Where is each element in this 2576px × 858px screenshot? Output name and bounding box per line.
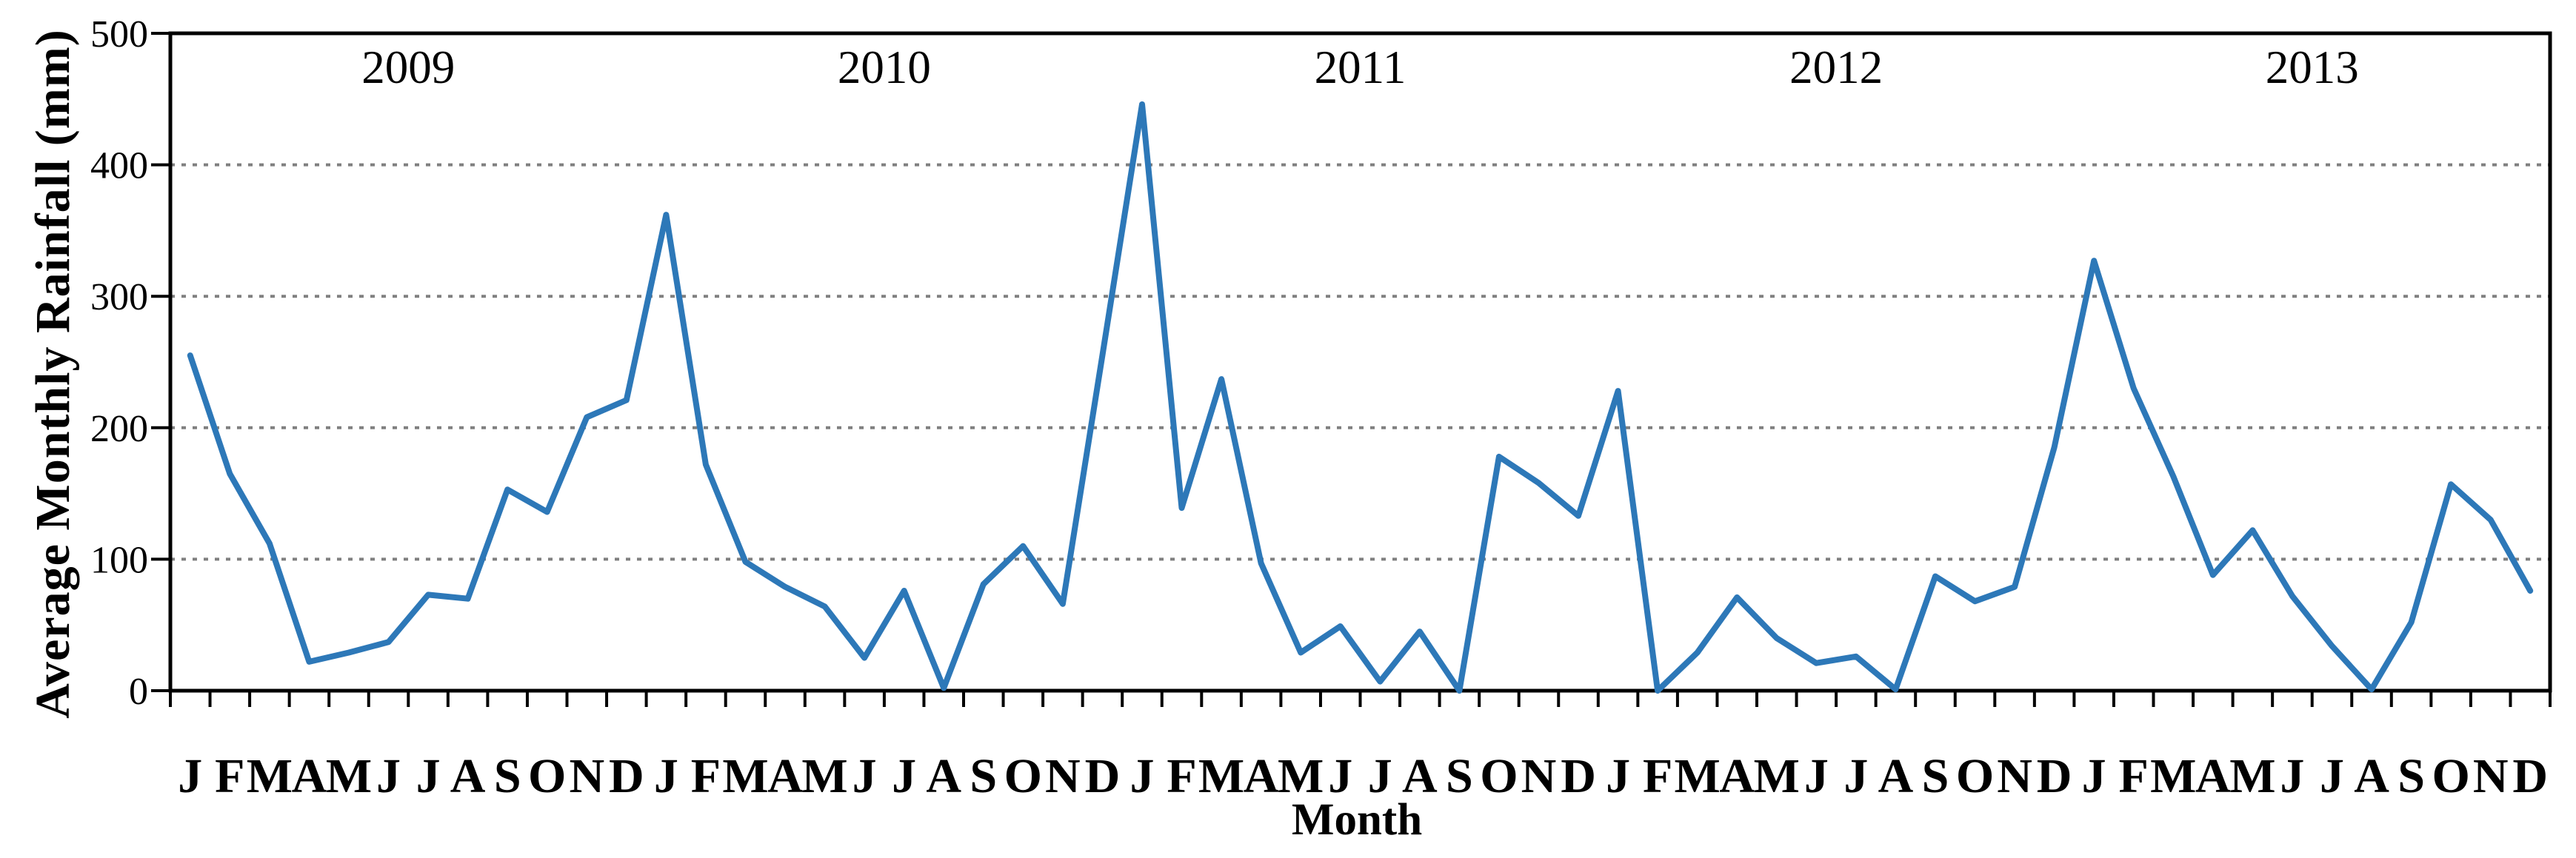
month-label: D: [2037, 749, 2072, 803]
x-axis-title: Month: [1291, 795, 1423, 845]
month-label: J: [852, 749, 877, 803]
month-label: M: [2150, 749, 2196, 803]
month-label: A: [1878, 749, 1914, 803]
month-label: A: [2195, 749, 2231, 803]
month-label: N: [569, 749, 604, 803]
month-label: A: [2354, 749, 2389, 803]
month-label: A: [1244, 749, 1279, 803]
month-label: F: [691, 749, 721, 803]
month-label: J: [376, 749, 401, 803]
month-label: S: [970, 749, 997, 803]
month-label: A: [926, 749, 961, 803]
month-label: N: [1521, 749, 1557, 803]
month-label: J: [2280, 749, 2304, 803]
month-label: O: [528, 749, 566, 803]
month-label: M: [1198, 749, 1244, 803]
month-label: N: [2473, 749, 2509, 803]
plot-border: [168, 31, 2552, 693]
month-label: D: [1085, 749, 1121, 803]
month-label: A: [450, 749, 486, 803]
month-label: J: [1368, 749, 1392, 803]
month-label: M: [1754, 749, 1800, 803]
month-label: M: [2229, 749, 2275, 803]
month-label: A: [767, 749, 803, 803]
month-label: D: [609, 749, 644, 803]
month-label: A: [292, 749, 327, 803]
y-tick-label: 500: [90, 13, 148, 56]
month-label: S: [1446, 749, 1473, 803]
month-label: O: [1004, 749, 1042, 803]
month-label: O: [1956, 749, 1994, 803]
month-label: J: [1843, 749, 1868, 803]
month-label: J: [1804, 749, 1829, 803]
month-label: M: [247, 749, 293, 803]
month-label: S: [2398, 749, 2425, 803]
month-label: M: [326, 749, 372, 803]
year-label: 2012: [1789, 41, 1883, 93]
month-label: J: [654, 749, 678, 803]
month-label: S: [494, 749, 521, 803]
month-label: A: [1402, 749, 1438, 803]
year-label: 2010: [838, 41, 931, 93]
month-label: J: [1328, 749, 1352, 803]
y-tick-label: 300: [90, 276, 148, 318]
month-label: F: [215, 749, 244, 803]
year-label: 2011: [1315, 41, 1407, 93]
month-label: M: [1278, 749, 1324, 803]
month-label: F: [1167, 749, 1196, 803]
month-label: J: [178, 749, 202, 803]
year-label: 2013: [2266, 41, 2359, 93]
month-label: O: [2432, 749, 2469, 803]
month-label: J: [416, 749, 441, 803]
month-label: J: [892, 749, 916, 803]
month-label: M: [722, 749, 768, 803]
month-label: F: [1643, 749, 1672, 803]
month-label: M: [1675, 749, 1721, 803]
y-tick-label: 400: [90, 145, 148, 187]
month-label: J: [1129, 749, 1154, 803]
month-label: A: [1719, 749, 1755, 803]
month-label: N: [1045, 749, 1081, 803]
y-tick-label: 200: [90, 408, 148, 450]
month-label: N: [1997, 749, 2032, 803]
month-label: J: [1606, 749, 1630, 803]
month-label: J: [2082, 749, 2106, 803]
y-tick-label: 0: [129, 671, 148, 713]
month-label: J: [2320, 749, 2344, 803]
month-label: D: [1561, 749, 1596, 803]
rainfall-line: [187, 101, 2534, 694]
month-label: M: [801, 749, 847, 803]
month-label: D: [2512, 749, 2548, 803]
month-label: O: [1480, 749, 1518, 803]
y-tick-label: 100: [90, 539, 148, 581]
year-label: 2009: [361, 41, 455, 93]
month-label: S: [1922, 749, 1949, 803]
month-label: F: [2119, 749, 2149, 803]
